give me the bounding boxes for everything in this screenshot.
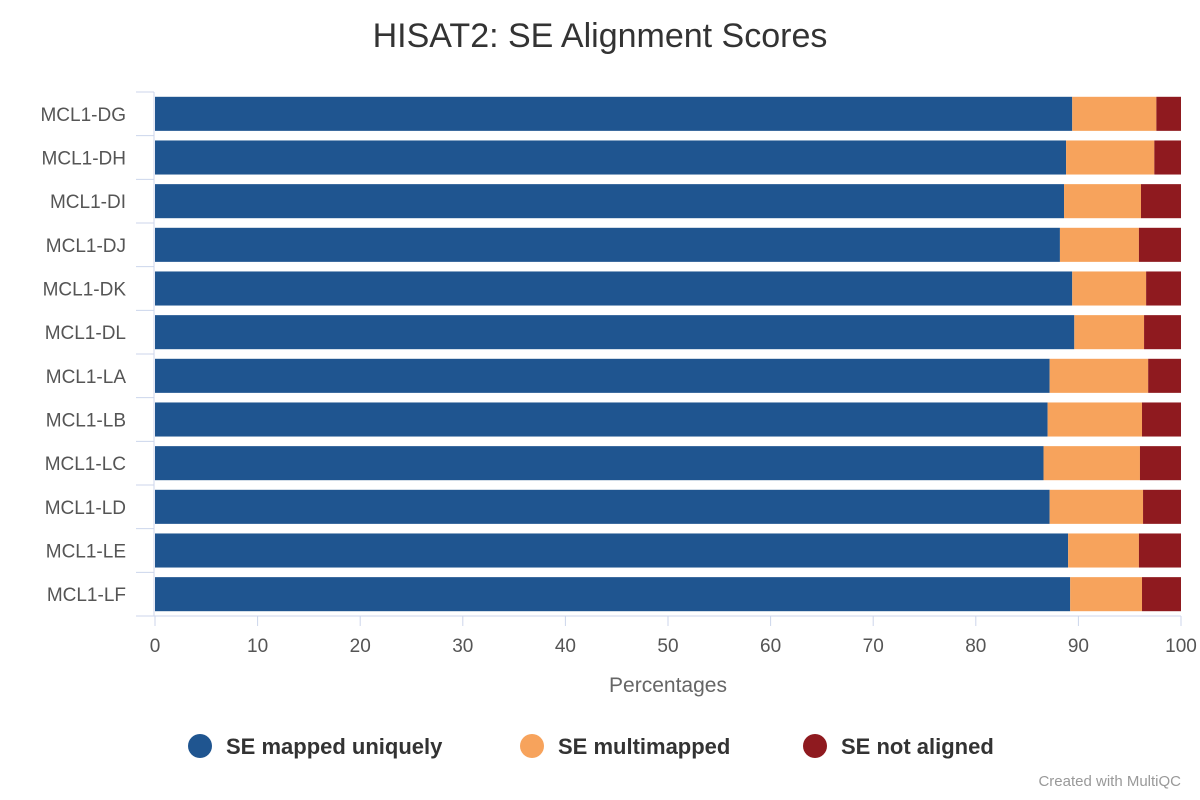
legend-label: SE not aligned — [841, 734, 994, 759]
x-axis-title: Percentages — [609, 674, 727, 697]
bar-mcl1-lc-series-2[interactable] — [1043, 446, 1140, 481]
bar-mcl1-dj-series-3[interactable] — [1138, 227, 1181, 262]
legend-item-2[interactable]: SE multimapped — [520, 734, 730, 759]
x-tick-label: 70 — [863, 636, 884, 657]
chart-title: HISAT2: SE Alignment Scores — [373, 17, 828, 55]
y-tick-label: MCL1-DK — [43, 280, 127, 301]
bar-mcl1-dh-series-2[interactable] — [1066, 140, 1155, 175]
x-tick-label: 50 — [657, 636, 678, 657]
bar-mcl1-di-series-3[interactable] — [1140, 184, 1181, 219]
plot-area — [155, 96, 1181, 612]
y-tick-label: MCL1-DJ — [46, 236, 126, 257]
y-tick-label: MCL1-DH — [42, 149, 126, 170]
bar-mcl1-le-series-3[interactable] — [1138, 533, 1181, 568]
bar-mcl1-ld-series-3[interactable] — [1143, 489, 1181, 524]
bar-mcl1-dl-series-3[interactable] — [1144, 315, 1181, 350]
bar-mcl1-dh-series-1[interactable] — [155, 140, 1067, 175]
bar-mcl1-la-series-3[interactable] — [1148, 358, 1181, 393]
x-tick-label: 60 — [760, 636, 781, 657]
bar-mcl1-lf-series-1[interactable] — [155, 577, 1071, 612]
x-tick-labels: 0 10 20 30 40 50 60 70 80 90 100 — [150, 636, 1197, 657]
x-tick-label: 80 — [965, 636, 986, 657]
bar-mcl1-dk-series-1[interactable] — [155, 271, 1073, 306]
bar-mcl1-dj-series-1[interactable] — [155, 227, 1060, 262]
bar-mcl1-di-series-1[interactable] — [155, 184, 1065, 219]
bar-mcl1-lb-series-3[interactable] — [1142, 402, 1181, 437]
bar-mcl1-la-series-1[interactable] — [155, 358, 1050, 393]
x-tick-label: 10 — [247, 636, 268, 657]
bar-mcl1-dk-series-3[interactable] — [1146, 271, 1181, 306]
y-tick-label: MCL1-DL — [45, 323, 126, 344]
x-tick-marks — [154, 616, 1182, 626]
bar-mcl1-le-series-2[interactable] — [1068, 533, 1139, 568]
bar-mcl1-lc-series-3[interactable] — [1139, 446, 1181, 481]
legend-marker — [520, 734, 544, 758]
bar-mcl1-dl-series-1[interactable] — [155, 315, 1075, 350]
legend-marker — [803, 734, 827, 758]
y-tick-label: MCL1-LA — [46, 367, 127, 388]
bar-mcl1-lf-series-3[interactable] — [1142, 577, 1181, 612]
y-tick-label: MCL1-LF — [47, 585, 126, 606]
bar-mcl1-dl-series-2[interactable] — [1074, 315, 1145, 350]
legend-item-1[interactable]: SE mapped uniquely — [188, 734, 443, 759]
y-tick-label: MCL1-DI — [50, 192, 126, 213]
bar-mcl1-ld-series-1[interactable] — [155, 489, 1050, 524]
bar-mcl1-dk-series-2[interactable] — [1072, 271, 1147, 306]
bar-mcl1-dh-series-3[interactable] — [1154, 140, 1181, 175]
legend-marker — [188, 734, 212, 758]
bar-mcl1-le-series-1[interactable] — [155, 533, 1069, 568]
bar-mcl1-la-series-2[interactable] — [1049, 358, 1149, 393]
legend: SE mapped uniquely SE multimapped SE not a… — [188, 734, 994, 759]
y-tick-marks — [136, 91, 154, 617]
bar-mcl1-dg-series-2[interactable] — [1072, 96, 1157, 131]
legend-label: SE multimapped — [558, 734, 730, 759]
bar-mcl1-lb-series-2[interactable] — [1047, 402, 1143, 437]
x-tick-label: 0 — [150, 636, 161, 657]
y-tick-label: MCL1-LE — [46, 542, 126, 563]
x-tick-label: 30 — [452, 636, 473, 657]
credit-label: Created with MultiQC — [1038, 773, 1181, 790]
x-axis: 0 10 20 30 40 50 60 70 80 90 100 — [150, 615, 1197, 657]
y-tick-label: MCL1-LD — [45, 498, 126, 519]
legend-item-3[interactable]: SE not aligned — [803, 734, 994, 759]
y-tick-label: MCL1-LC — [45, 454, 126, 475]
x-tick-label: 20 — [350, 636, 371, 657]
bar-mcl1-ld-series-2[interactable] — [1049, 489, 1144, 524]
bar-mcl1-dj-series-2[interactable] — [1059, 227, 1139, 262]
x-tick-label: 90 — [1068, 636, 1089, 657]
bar-mcl1-lc-series-1[interactable] — [155, 446, 1044, 481]
bar-mcl1-dg-series-3[interactable] — [1156, 96, 1181, 131]
bar-mcl1-di-series-2[interactable] — [1064, 184, 1141, 219]
y-tick-label: MCL1-DG — [40, 105, 126, 126]
y-tick-label: MCL1-LB — [46, 411, 126, 432]
legend-label: SE mapped uniquely — [226, 734, 443, 759]
y-axis: MCL1-DG MCL1-DH MCL1-DI MCL1-DJ MCL1-DK MCL1-… — [40, 91, 155, 617]
y-tick-labels: MCL1-DG MCL1-DH MCL1-DI MCL1-DJ MCL1-DK MCL1-… — [40, 105, 126, 606]
bar-mcl1-lb-series-1[interactable] — [155, 402, 1048, 437]
bar-mcl1-lf-series-2[interactable] — [1070, 577, 1143, 612]
x-tick-label: 40 — [555, 636, 576, 657]
bar-mcl1-dg-series-1[interactable] — [155, 96, 1073, 131]
x-tick-label: 100 — [1165, 636, 1197, 657]
